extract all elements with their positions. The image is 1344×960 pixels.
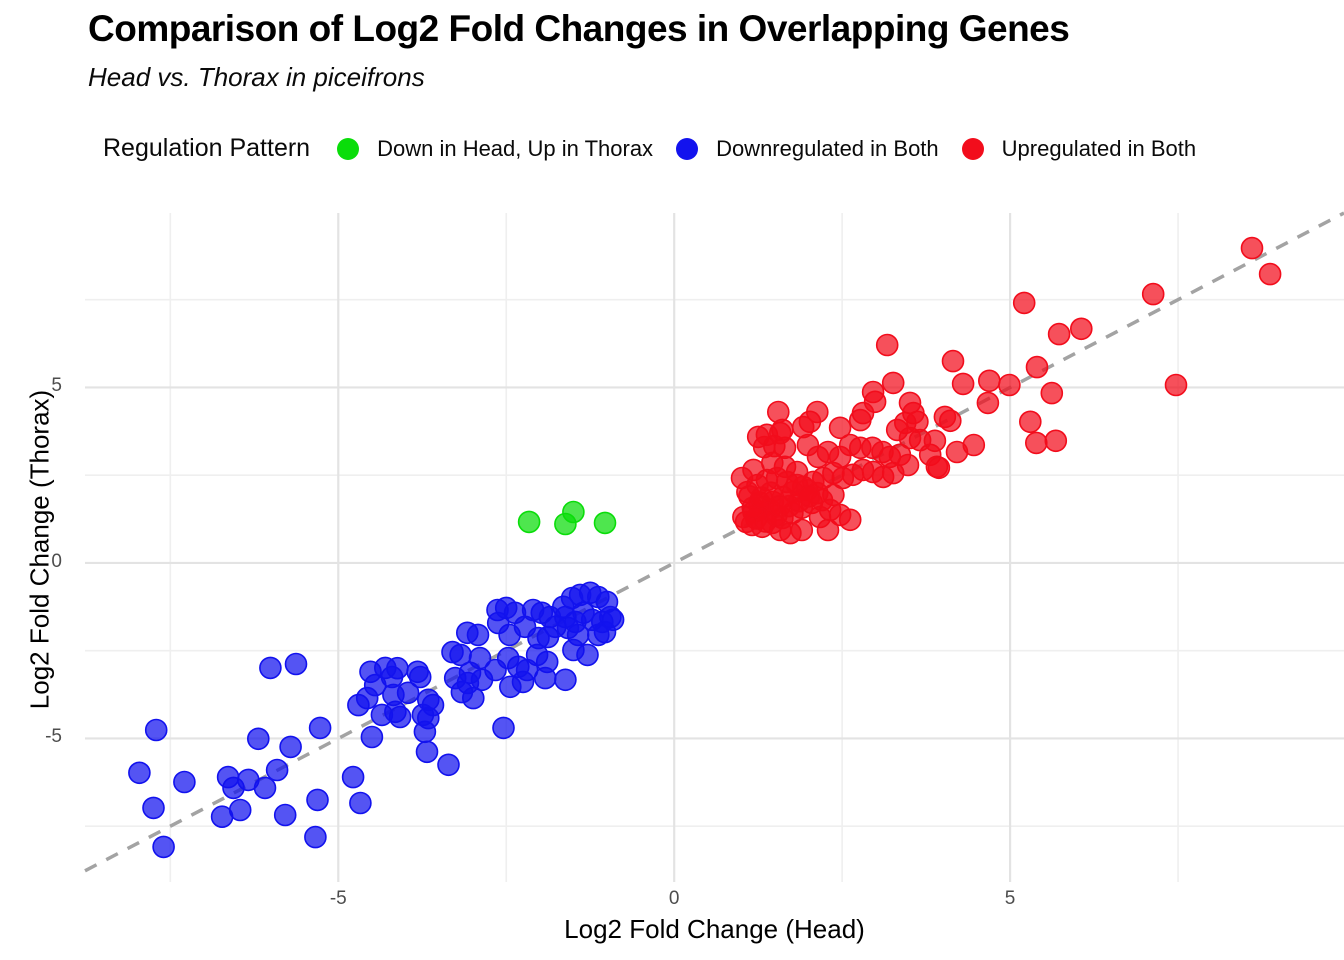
data-point [1012, 291, 1036, 315]
data-point [306, 788, 329, 812]
data-point [128, 761, 151, 785]
legend-dot-blue-icon [676, 137, 699, 160]
data-point [816, 518, 840, 542]
legend-item-label: Downregulated in Both [716, 135, 939, 161]
data-point [593, 511, 617, 535]
data-point [349, 791, 372, 815]
identity-dashed-line [84, 211, 1344, 873]
data-point [885, 418, 909, 442]
data-point [1025, 355, 1049, 379]
data-point [791, 415, 815, 439]
data-point [273, 803, 297, 827]
data-point [341, 765, 365, 789]
data-point [951, 372, 975, 396]
data-point [1025, 431, 1048, 455]
data-point [601, 608, 625, 632]
data-point [576, 643, 599, 667]
data-point [875, 333, 899, 357]
data-point [771, 418, 794, 442]
data-point [1019, 410, 1042, 434]
data-point [848, 408, 872, 432]
data-point [562, 500, 585, 524]
data-point [386, 656, 409, 680]
data-point [977, 369, 1001, 393]
data-point [144, 718, 168, 742]
data-point [486, 598, 509, 622]
data-point [466, 623, 490, 647]
data-point [1044, 429, 1068, 453]
legend-title: Regulation Pattern [103, 134, 311, 162]
legend-item-upregulated-both: Upregulated in Both [961, 135, 1197, 162]
data-point [246, 727, 270, 751]
data-point [173, 770, 196, 794]
data-point [554, 668, 577, 692]
data-point [1141, 282, 1165, 306]
y-tick-label: 0 [51, 550, 62, 572]
data-point [347, 693, 370, 717]
data-point [498, 675, 522, 699]
x-axis-title: Log2 Fold Change (Head) [564, 914, 865, 944]
legend-item-label: Down in Head, Up in Thorax [377, 135, 654, 161]
data-point [1070, 317, 1093, 341]
data-point [413, 720, 437, 744]
data-point [533, 666, 557, 690]
data-point [906, 410, 929, 434]
data-point [228, 798, 252, 822]
data-point [265, 758, 289, 782]
legend-dot-red-icon [961, 137, 984, 160]
y-tick-label: -5 [45, 726, 62, 748]
data-point [536, 625, 560, 649]
x-tick-label: 5 [1004, 888, 1016, 909]
data-point [790, 518, 814, 542]
data-point [408, 665, 432, 689]
data-point [938, 409, 962, 433]
data-point [253, 776, 277, 800]
data-point [259, 656, 282, 680]
data-point [284, 652, 308, 676]
y-axis-title: Log2 Fold Change (Thorax) [24, 389, 55, 710]
data-point [998, 373, 1021, 397]
data-point [1164, 373, 1188, 397]
data-point [360, 725, 384, 749]
x-tick-label: 0 [668, 888, 680, 909]
data-point [797, 484, 821, 508]
data-point [881, 371, 905, 395]
legend: Regulation Pattern Down in Head, Up in T… [103, 134, 1219, 163]
data-point [142, 796, 165, 820]
data-point [927, 456, 951, 480]
chart-subtitle: Head vs. Thorax in piceifrons [88, 62, 425, 92]
data-point [308, 716, 332, 740]
data-point [1240, 236, 1264, 260]
data-point [1040, 381, 1064, 405]
data-point [976, 391, 1000, 415]
legend-item-label: Upregulated in Both [1001, 135, 1197, 161]
data-point [396, 681, 420, 705]
data-point [415, 740, 439, 764]
data-point [517, 510, 541, 534]
data-point [838, 508, 862, 532]
data-point [461, 686, 485, 710]
x-tick-label: -5 [329, 888, 347, 909]
legend-item-down-head-up-thorax: Down in Head, Up in Thorax [337, 136, 653, 162]
data-point [1258, 262, 1282, 286]
data-point [962, 433, 986, 457]
data-point [384, 700, 407, 724]
data-point [1047, 322, 1071, 346]
y-tick-label: 5 [51, 375, 62, 397]
data-point [304, 825, 327, 849]
data-point [941, 349, 965, 373]
data-point [279, 735, 302, 759]
data-point [437, 753, 460, 777]
data-point [152, 835, 175, 859]
legend-dot-green-icon [337, 137, 360, 160]
data-point [492, 716, 515, 740]
chart-title: Comparison of Log2 Fold Changes in Overl… [88, 8, 1070, 49]
data-point [828, 416, 852, 440]
data-point [923, 429, 947, 453]
legend-item-downregulated-both: Downregulated in Both [676, 136, 939, 162]
